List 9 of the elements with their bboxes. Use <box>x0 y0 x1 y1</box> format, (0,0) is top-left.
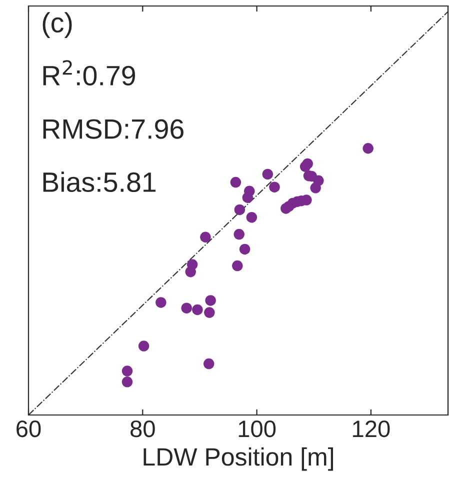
annotation: R$^{2}$:0.79 <box>43 60 136 86</box>
annotation: Bias:5.81 <box>43 172 156 192</box>
annotation: (c) <box>42 12 72 38</box>
annotation: RMSD:7.96 <box>43 119 184 139</box>
x-tick-label: 80 <box>130 420 155 438</box>
x-tick-label: 60 <box>16 420 41 438</box>
x-axis-title: LDW Position [m] <box>144 447 334 471</box>
x-tick-label: 120 <box>353 420 390 438</box>
x-tick-label: 100 <box>238 420 276 438</box>
